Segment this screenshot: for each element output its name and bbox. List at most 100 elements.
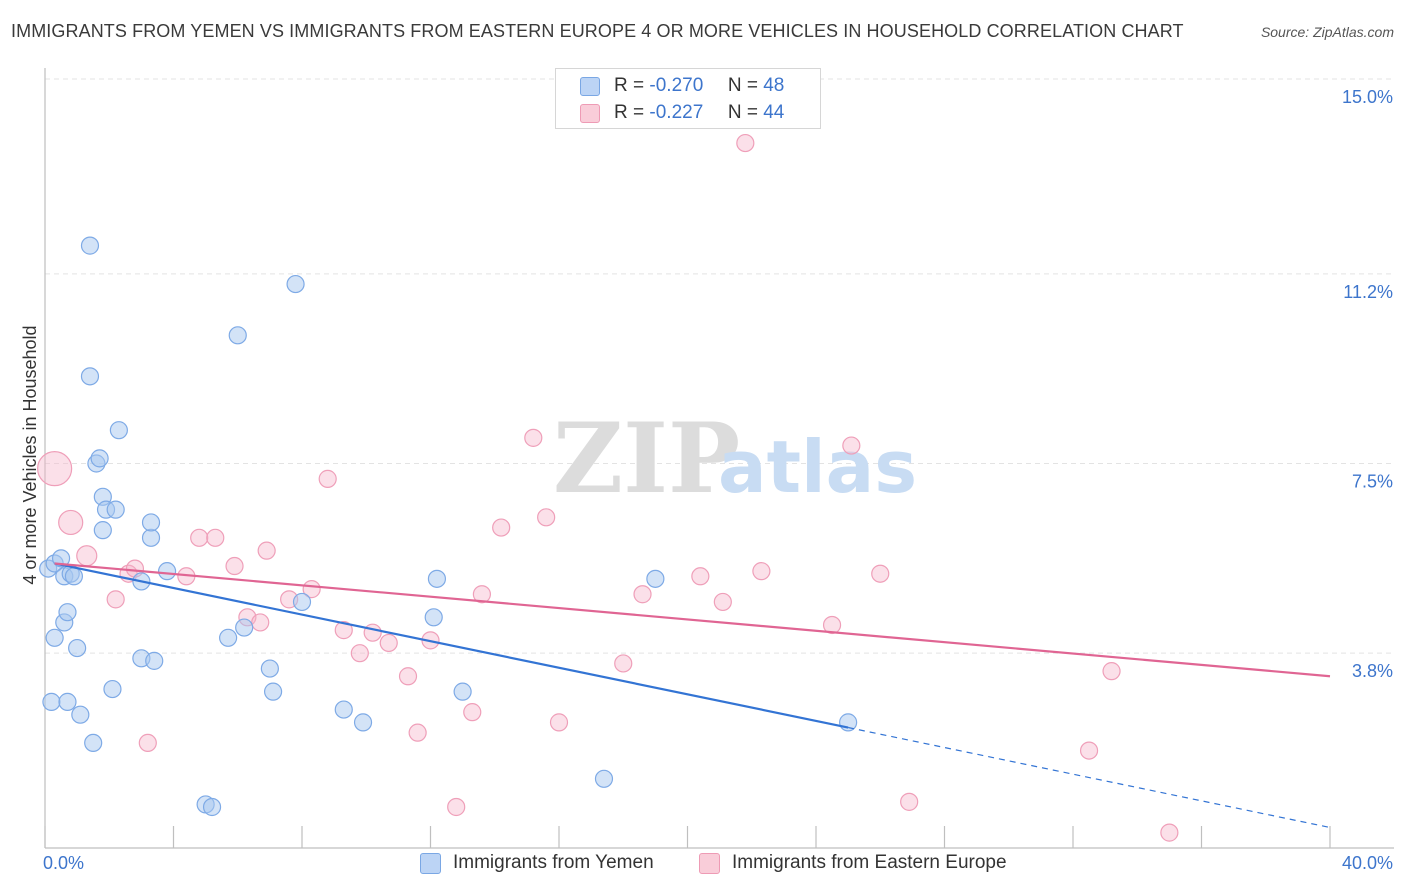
- trend-lines: [54, 562, 1331, 829]
- yemen-point: [219, 628, 238, 647]
- yemen-point: [93, 521, 112, 540]
- eastern-europe-point: [363, 623, 382, 642]
- legend-r-value: -0.227: [649, 102, 704, 123]
- series-legend: Immigrants from Yemen Immigrants from Ea…: [0, 851, 1406, 879]
- series-swatch-yemen: [420, 853, 441, 874]
- series-legend-eastern-europe-label: Immigrants from Eastern Europe: [732, 852, 1007, 873]
- eastern-europe-point: [76, 545, 98, 567]
- yemen-point: [235, 618, 254, 637]
- eastern-europe-point: [472, 585, 491, 604]
- yemen-point: [145, 651, 164, 670]
- eastern-europe-point: [206, 528, 225, 547]
- yemen-point: [106, 500, 125, 519]
- y-tick-label: 3.8%: [1352, 661, 1393, 681]
- eastern-europe-point: [37, 451, 73, 487]
- yemen-point: [260, 659, 279, 678]
- eastern-europe-point: [408, 723, 427, 742]
- eastern-europe-point: [713, 592, 732, 612]
- eastern-europe-point: [106, 590, 125, 609]
- yemen-point: [202, 797, 222, 817]
- series-legend-yemen-label: Immigrants from Yemen: [453, 852, 654, 873]
- chart-title: IMMIGRANTS FROM YEMEN VS IMMIGRANTS FROM…: [11, 21, 1184, 41]
- legend-n-value: 44: [763, 102, 785, 123]
- yemen-point: [141, 528, 161, 547]
- yemen-point: [453, 682, 472, 701]
- yemen-point: [424, 608, 443, 627]
- eastern-europe-point: [900, 792, 919, 811]
- x-tick-label-max: 40.0%: [1342, 853, 1393, 873]
- eastern-europe-point: [492, 518, 511, 537]
- correlation-legend: R = -0.270 N = 48 R = -0.227 N = 44: [555, 68, 821, 129]
- source-credit: Source: ZipAtlas.com: [1260, 24, 1394, 40]
- yemen-point: [353, 713, 373, 732]
- eastern-europe-point: [736, 133, 755, 153]
- eastern-europe-point: [537, 508, 556, 527]
- eastern-europe-point: [871, 564, 890, 583]
- eastern-europe-point: [398, 667, 418, 686]
- x-tick-label-min: 0.0%: [43, 853, 84, 873]
- eastern-europe-point: [614, 654, 633, 673]
- gridlines: [45, 78, 1394, 654]
- legend-n-value: 48: [763, 75, 785, 96]
- eastern-europe-point: [463, 703, 482, 722]
- legend-r-label: R =: [614, 75, 645, 96]
- eastern-europe-point: [842, 436, 861, 455]
- eastern-europe-point: [58, 509, 84, 536]
- eastern-europe-trend-line: [54, 562, 1331, 678]
- legend-swatch-eastern-europe: [580, 104, 600, 123]
- yemen-point: [103, 679, 122, 699]
- eastern-europe-point: [633, 585, 652, 604]
- yemen-point: [228, 326, 247, 345]
- series-yemen-points: [39, 236, 858, 817]
- yemen-point: [64, 567, 84, 586]
- yemen-point: [292, 592, 312, 612]
- yemen-point: [45, 628, 64, 647]
- eastern-europe-point: [524, 428, 543, 447]
- legend-n-label: N =: [727, 102, 758, 123]
- yemen-trend-extension: [848, 726, 1331, 829]
- eastern-europe-point: [225, 556, 244, 576]
- yemen-trend-line: [54, 562, 849, 729]
- eastern-europe-point: [1160, 823, 1179, 842]
- axes: [44, 68, 1394, 849]
- legend-n-label: N =: [727, 75, 758, 96]
- eastern-europe-point: [691, 567, 710, 586]
- eastern-europe-point: [251, 613, 270, 632]
- yemen-point: [286, 274, 305, 294]
- watermark-zip: ZIP: [553, 402, 740, 515]
- y-tick-label: 11.2%: [1343, 282, 1393, 302]
- yemen-point: [157, 562, 177, 581]
- eastern-europe-point: [822, 615, 842, 635]
- watermark-atlas: atlas: [718, 425, 917, 509]
- eastern-europe-point: [334, 621, 353, 640]
- legend-swatch-yemen: [580, 77, 600, 96]
- yemen-point: [58, 603, 77, 622]
- yemen-point: [80, 236, 100, 255]
- eastern-europe-point: [138, 733, 157, 753]
- yemen-point: [427, 569, 447, 588]
- yemen-point: [71, 705, 90, 724]
- series-eastern-europe-points: [37, 133, 1179, 842]
- yemen-point: [84, 733, 103, 753]
- legend-r-label: R =: [614, 102, 645, 123]
- eastern-europe-point: [1102, 662, 1121, 681]
- yemen-point: [68, 638, 87, 658]
- yemen-point: [594, 769, 614, 788]
- eastern-europe-point: [752, 562, 771, 581]
- yemen-point: [263, 682, 283, 701]
- yemen-point: [90, 449, 109, 468]
- eastern-europe-point: [257, 541, 276, 560]
- yemen-point: [141, 513, 161, 532]
- y-tick-label: 7.5%: [1352, 472, 1393, 492]
- eastern-europe-point: [318, 469, 337, 488]
- axis-labels: 3.8% 7.5% 11.2% 15.0% 0.0% 40.0% 4 or more Veh…: [20, 87, 1393, 873]
- series-swatch-eastern-europe: [699, 853, 720, 874]
- eastern-europe-point: [350, 644, 369, 663]
- yemen-point: [80, 367, 100, 386]
- y-axis-label: 4 or more Vehicles in Household: [20, 325, 40, 584]
- eastern-europe-point: [447, 797, 466, 817]
- eastern-europe-point: [1079, 741, 1099, 760]
- eastern-europe-point: [190, 528, 209, 547]
